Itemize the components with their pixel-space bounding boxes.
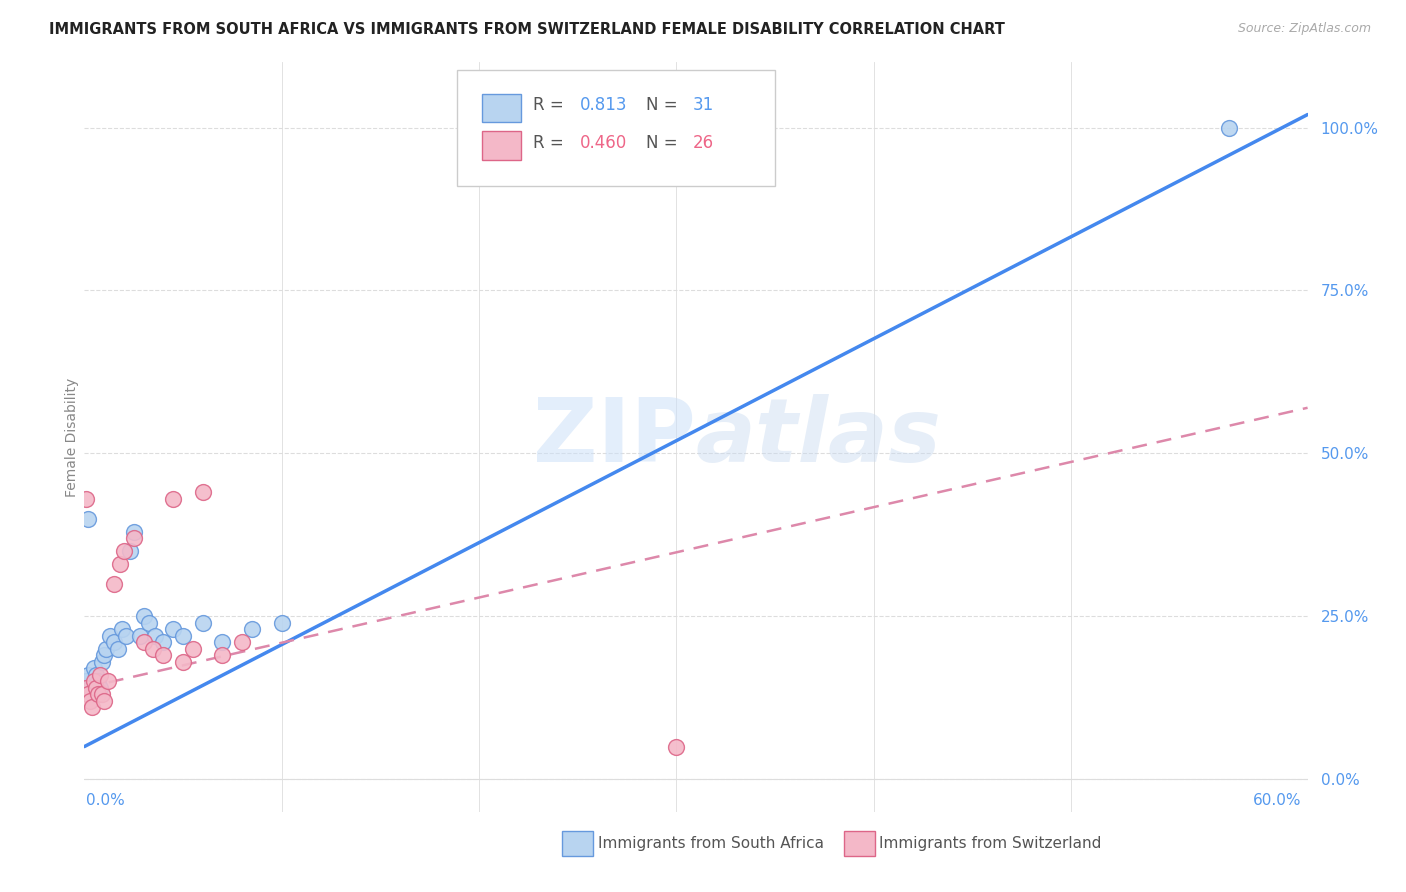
Point [152,635,174,649]
Point [91,655,114,669]
Point [93,648,115,663]
Point [91,688,114,702]
Text: 0.813: 0.813 [579,96,627,114]
Point [84,681,107,695]
Y-axis label: Female Disability: Female Disability [65,377,79,497]
FancyBboxPatch shape [457,70,776,186]
Point [79,694,101,708]
Point [191,485,214,500]
Point [132,635,155,649]
Text: 0.460: 0.460 [579,134,627,152]
Point [89,668,111,682]
Point [132,609,155,624]
FancyBboxPatch shape [482,131,522,160]
Point [89,681,111,695]
Point [138,615,160,630]
Text: IMMIGRANTS FROM SOUTH AFRICA VS IMMIGRANTS FROM SWITZERLAND FEMALE DISABILITY CO: IMMIGRANTS FROM SOUTH AFRICA VS IMMIGRAN… [49,22,1005,37]
Point [97,674,120,689]
Text: atlas: atlas [696,393,942,481]
Point [122,524,145,539]
Point [82,700,104,714]
Point [231,635,253,649]
Point [122,531,145,545]
Text: Immigrants from Switzerland: Immigrants from Switzerland [879,837,1101,851]
Point [211,635,233,649]
Point [103,635,125,649]
Point [77,511,100,525]
Point [83,674,105,689]
Point [172,655,194,669]
Point [87,688,110,702]
Point [103,576,125,591]
Text: Immigrants from South Africa: Immigrants from South Africa [598,837,824,851]
Point [152,648,174,663]
Point [211,648,233,663]
Point [75,491,97,506]
Point [112,544,135,558]
Point [82,688,104,702]
Point [94,641,117,656]
Point [162,491,184,506]
Text: N =: N = [645,96,683,114]
Point [145,629,167,643]
Text: 26: 26 [692,134,713,152]
Point [270,615,292,630]
Text: 31: 31 [692,96,714,114]
Point [79,681,101,695]
Point [128,629,150,643]
Text: N =: N = [645,134,683,152]
Text: R =: R = [533,134,569,152]
Point [162,622,184,636]
Point [114,629,136,643]
Text: ZIP: ZIP [533,393,696,481]
Point [77,688,100,702]
Text: R =: R = [533,96,569,114]
Point [665,739,688,754]
Text: 0.0%: 0.0% [86,794,125,808]
Point [87,674,110,689]
Point [181,641,204,656]
Text: Source: ZipAtlas.com: Source: ZipAtlas.com [1237,22,1371,36]
Text: 60.0%: 60.0% [1253,794,1302,808]
Point [172,629,194,643]
Point [84,668,107,682]
Point [1218,120,1240,135]
Point [83,661,105,675]
Point [118,544,141,558]
Point [111,622,134,636]
Point [77,668,100,682]
FancyBboxPatch shape [482,94,522,122]
Point [93,694,115,708]
Point [240,622,263,636]
Point [98,629,121,643]
Point [75,674,97,689]
Point [142,641,165,656]
Point [107,641,129,656]
Point [75,681,97,695]
Point [191,615,214,630]
Point [108,557,131,571]
